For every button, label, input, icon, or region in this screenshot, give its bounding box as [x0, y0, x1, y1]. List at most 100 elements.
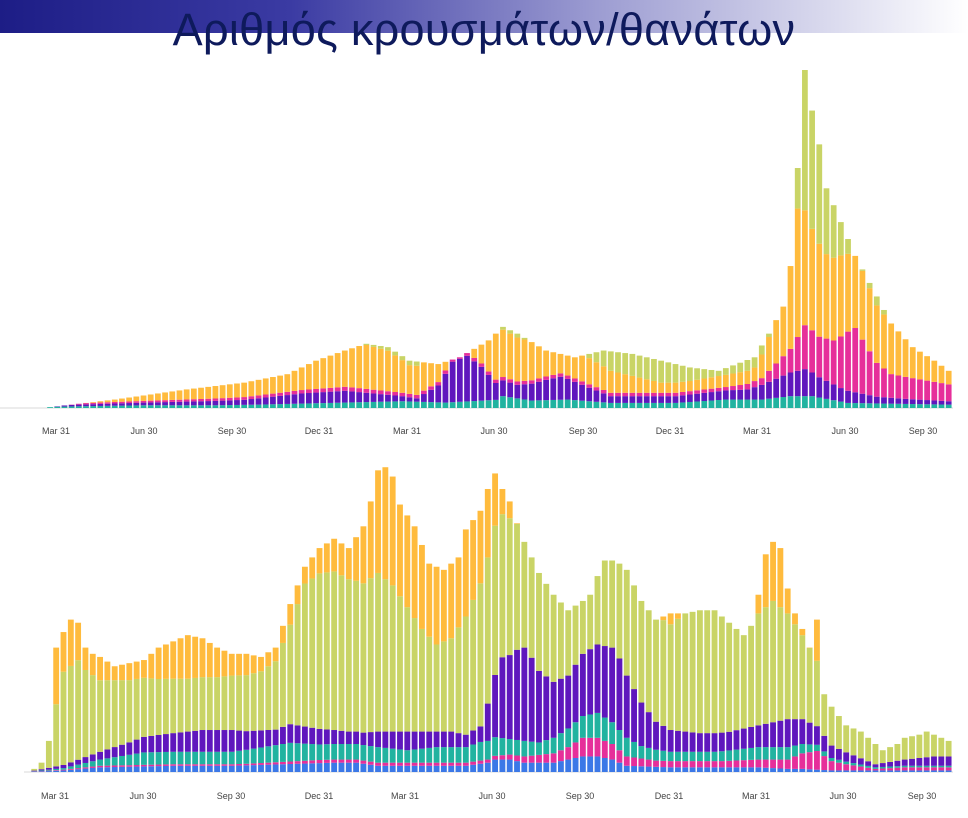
- bar-segment: [629, 402, 636, 408]
- bar-segment: [190, 401, 197, 406]
- bar-segment: [162, 751, 169, 765]
- bar-segment: [250, 673, 257, 731]
- x-tick-label: Sep 30: [217, 791, 246, 801]
- bar-segment: [492, 333, 499, 380]
- bar-segment: [600, 389, 607, 394]
- bar-segment: [183, 401, 190, 406]
- bar-segment: [284, 395, 291, 404]
- bar-segment: [53, 647, 60, 705]
- bar-segment: [133, 401, 140, 403]
- bar-segment: [565, 610, 572, 676]
- bar-segment: [262, 404, 269, 408]
- bar-segment: [514, 755, 520, 762]
- bar-segment: [733, 749, 740, 761]
- bar-segment: [909, 399, 916, 405]
- bar-segment: [550, 378, 557, 400]
- bar-segment: [356, 346, 363, 389]
- bar-segment: [557, 761, 564, 772]
- bar-segment: [448, 563, 455, 639]
- bar-segment: [456, 357, 463, 359]
- bar-segment: [382, 579, 389, 732]
- bar-segment: [31, 768, 38, 771]
- bar-segment: [298, 403, 305, 408]
- bar-segment: [715, 387, 722, 392]
- bar-segment: [938, 383, 945, 401]
- bar-segment: [104, 402, 111, 404]
- bar-segment: [270, 393, 276, 397]
- bar-segment: [234, 404, 240, 408]
- bar-segment: [572, 722, 579, 743]
- bar-segment: [162, 644, 169, 679]
- bar-segment: [622, 396, 629, 403]
- bar-segment: [787, 266, 794, 349]
- bar-segment: [564, 375, 571, 379]
- bar-segment: [852, 255, 859, 329]
- bar-segment: [399, 401, 406, 408]
- bar-segment: [419, 628, 425, 732]
- bar-segment: [792, 613, 798, 625]
- bar-segment: [162, 405, 168, 408]
- bar-segment: [250, 763, 257, 766]
- bar-segment: [184, 751, 191, 765]
- bar-segment: [68, 404, 75, 407]
- bar-segment: [923, 731, 930, 758]
- bar-segment: [557, 353, 564, 374]
- bar-segment: [349, 402, 355, 408]
- bar-segment: [478, 363, 485, 367]
- bar-segment: [287, 742, 294, 762]
- bar-segment: [572, 742, 579, 758]
- bar-segment: [751, 399, 758, 408]
- bar-segment: [192, 730, 199, 752]
- bar-segment: [814, 726, 820, 745]
- bar-segment: [397, 749, 403, 763]
- bar-segment: [75, 660, 82, 760]
- bar-segment: [462, 765, 469, 772]
- bar-segment: [440, 765, 447, 772]
- bar-segment: [177, 638, 184, 679]
- bar-segment: [667, 613, 674, 625]
- bar-segment: [814, 769, 820, 772]
- bar-segment: [338, 543, 345, 576]
- bar-segment: [147, 402, 154, 406]
- bar-segment: [623, 675, 630, 738]
- bar-segment: [784, 588, 791, 614]
- bar-segment: [104, 405, 111, 408]
- bar-segment: [270, 377, 276, 394]
- bar-segment: [665, 392, 672, 397]
- bar-segment: [206, 677, 213, 731]
- bar-segment: [740, 635, 747, 729]
- bar-segment: [536, 381, 542, 401]
- bar-segment: [638, 702, 645, 747]
- bar-segment: [616, 750, 623, 763]
- bar-segment: [708, 377, 715, 389]
- bar-segment: [385, 401, 391, 408]
- bar-segment: [565, 747, 572, 760]
- bar-segment: [704, 767, 711, 772]
- bar-segment: [111, 405, 118, 408]
- bar-segment: [718, 767, 725, 772]
- bar-segment: [298, 390, 305, 394]
- x-tick-label: Dec 31: [655, 791, 684, 801]
- bar-segment: [413, 394, 420, 399]
- bar-segment: [850, 728, 857, 756]
- bar-segment: [571, 378, 578, 382]
- bar-segment: [828, 770, 835, 772]
- x-tick-label: Sep 30: [569, 426, 598, 436]
- bar-segment: [97, 405, 104, 408]
- bar-segment: [455, 733, 462, 748]
- bar-segment: [305, 364, 312, 390]
- bar-segment: [643, 392, 650, 397]
- bar-segment: [609, 722, 616, 745]
- bar-segment: [802, 210, 808, 326]
- bar-segment: [579, 653, 586, 717]
- bar-segment: [104, 765, 111, 768]
- bar-segment: [733, 628, 740, 731]
- bar-segment: [865, 767, 872, 771]
- bar-segment: [730, 399, 736, 408]
- bar-segment: [600, 402, 607, 408]
- bar-segment: [909, 765, 915, 768]
- bar-segment: [183, 405, 190, 408]
- bar-segment: [477, 583, 484, 727]
- bar-segment: [147, 394, 154, 401]
- bar-segment: [766, 370, 772, 382]
